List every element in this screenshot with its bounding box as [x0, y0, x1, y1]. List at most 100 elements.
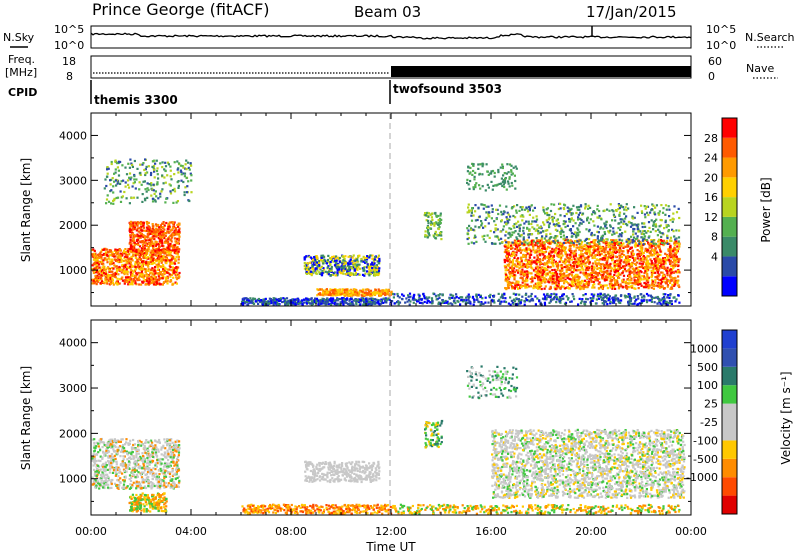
- data-cell: [100, 250, 103, 253]
- data-cell: [123, 282, 126, 285]
- data-cell: [618, 246, 622, 250]
- data-cell: [114, 255, 117, 258]
- data-cell: [174, 281, 177, 284]
- data-cell: [616, 281, 619, 284]
- data-cell: [291, 301, 294, 304]
- data-cell: [523, 280, 526, 283]
- data-cell: [146, 227, 149, 230]
- data-cell: [322, 268, 326, 271]
- data-cell: [551, 257, 554, 260]
- data-cell: [613, 250, 616, 254]
- data-cell: [152, 258, 155, 261]
- data-cell: [151, 251, 154, 254]
- data-cell: [112, 191, 115, 194]
- data-cell: [310, 300, 314, 303]
- data-cell: [508, 271, 511, 274]
- data-cell: [617, 262, 620, 265]
- data-cell: [546, 256, 549, 260]
- data-cell: [125, 251, 128, 254]
- data-cell: [105, 198, 109, 201]
- data-cell: [114, 179, 118, 182]
- data-cell: [626, 259, 629, 262]
- data-cell: [333, 271, 336, 274]
- data-cell: [320, 256, 323, 259]
- data-cell: [98, 266, 101, 269]
- data-cell: [613, 283, 616, 286]
- data-cell: [354, 288, 357, 291]
- data-cell: [164, 280, 167, 283]
- data-cell: [102, 280, 105, 283]
- beam-label: Beam 03: [354, 3, 421, 21]
- data-cell: [388, 298, 391, 301]
- data-cell: [621, 279, 624, 282]
- data-cell: [583, 286, 586, 289]
- data-cell: [159, 224, 162, 227]
- data-cell: [175, 248, 178, 251]
- data-cell: [378, 289, 381, 292]
- data-cell: [116, 252, 119, 255]
- data-cell: [549, 257, 552, 260]
- data-cell: [145, 262, 148, 265]
- data-cell: [162, 233, 165, 237]
- data-cell: [504, 244, 507, 247]
- data-cell: [554, 248, 557, 251]
- data-cell: [510, 265, 513, 268]
- data-cell: [105, 248, 109, 251]
- data-cell: [345, 266, 348, 269]
- data-cell: [132, 182, 135, 185]
- data-cell: [382, 289, 385, 292]
- data-cell: [541, 269, 545, 272]
- data-cell: [339, 272, 342, 275]
- data-cell: [252, 302, 256, 305]
- data-cell: [318, 271, 321, 274]
- data-cell: [257, 302, 260, 305]
- data-cell: [146, 223, 149, 226]
- data-cell: [613, 248, 616, 251]
- data-cell: [96, 270, 100, 273]
- data-cell: [151, 244, 155, 248]
- data-cell: [625, 238, 628, 241]
- data-cell: [383, 291, 386, 294]
- data-cell: [111, 281, 114, 284]
- data-cell: [158, 277, 161, 280]
- data-cell: [365, 260, 368, 263]
- data-cell: [532, 244, 535, 247]
- data-cell: [318, 261, 321, 264]
- data-cell: [533, 269, 536, 272]
- data-cell: [575, 287, 578, 290]
- data-cell: [163, 258, 166, 261]
- data-cell: [589, 247, 592, 250]
- data-cell: [130, 247, 133, 250]
- data-cell: [309, 302, 312, 305]
- data-cell: [656, 251, 659, 255]
- data-cell: [513, 251, 516, 254]
- data-cell: [653, 263, 656, 266]
- data-cell: [137, 243, 140, 246]
- data-cell: [131, 228, 135, 231]
- data-cell: [549, 279, 553, 282]
- data-cell: [568, 241, 571, 245]
- data-cell: [153, 261, 156, 265]
- data-cell: [613, 279, 616, 282]
- data-cell: [585, 285, 588, 289]
- data-cell: [660, 263, 663, 266]
- data-cell: [338, 303, 341, 306]
- data-cell: [349, 258, 352, 261]
- data-cell: [106, 261, 109, 264]
- data-cell: [314, 268, 317, 271]
- data-cell: [612, 239, 615, 242]
- data-cell: [433, 222, 436, 225]
- data-cell: [349, 273, 352, 276]
- data-cell: [543, 244, 546, 247]
- data-cell: [583, 256, 586, 259]
- data-cell: [139, 273, 142, 276]
- data-cell: [149, 237, 152, 240]
- data-cell: [154, 276, 157, 279]
- data-cell: [569, 278, 572, 281]
- data-cell: [116, 182, 119, 185]
- data-cell: [153, 268, 156, 271]
- data-cell: [595, 264, 598, 267]
- data-cell: [151, 197, 154, 200]
- data-cell: [611, 287, 614, 290]
- data-cell: [577, 247, 580, 250]
